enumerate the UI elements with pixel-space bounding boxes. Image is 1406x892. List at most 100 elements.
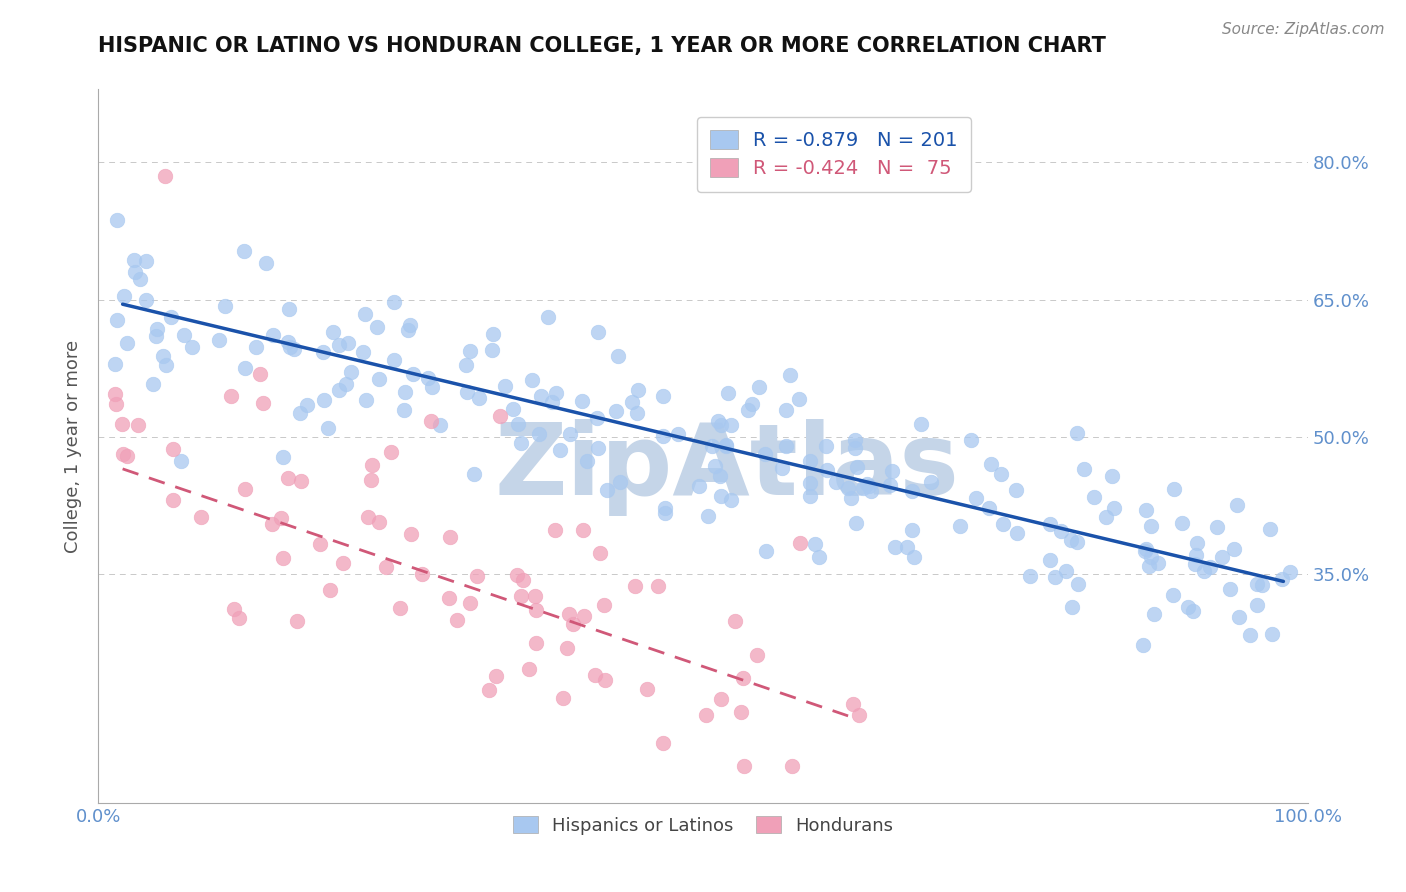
Point (710, 691, 733, 706)
Point (388, 601, 411, 615)
Point (105, 313, 128, 327)
Point (1135, 541, 1157, 556)
Point (709, 468, 731, 483)
Point (439, 591, 461, 606)
Point (558, 607, 581, 622)
Point (328, 338, 350, 352)
Point (595, 673, 617, 687)
Point (837, 481, 859, 495)
Point (814, 439, 837, 453)
Point (804, 536, 827, 550)
Point (710, 489, 733, 503)
Point (458, 596, 481, 610)
Point (340, 365, 363, 379)
Point (273, 550, 295, 565)
Point (458, 344, 481, 359)
Point (879, 478, 901, 492)
Point (596, 483, 619, 497)
Point (589, 546, 612, 560)
Point (394, 385, 416, 400)
Point (142, 376, 165, 391)
Point (1005, 483, 1028, 497)
Point (546, 386, 568, 401)
Point (557, 641, 579, 656)
Point (842, 697, 865, 711)
Point (1226, 499, 1249, 513)
Point (367, 372, 389, 386)
Point (375, 559, 398, 574)
Point (1219, 582, 1241, 596)
Point (588, 325, 610, 339)
Point (623, 578, 645, 592)
Point (384, 352, 406, 367)
Point (959, 433, 981, 447)
Point (416, 370, 439, 384)
Point (605, 403, 627, 417)
Point (607, 349, 630, 363)
Point (1039, 552, 1062, 566)
Point (1073, 461, 1095, 475)
Point (1239, 628, 1261, 642)
Point (233, 360, 256, 375)
Point (558, 427, 581, 442)
Point (1054, 564, 1077, 578)
Point (621, 394, 644, 409)
Point (524, 603, 547, 617)
Point (112, 447, 135, 461)
Point (357, 510, 380, 524)
Point (420, 380, 443, 394)
Point (354, 392, 377, 407)
Point (219, 389, 242, 403)
Point (1066, 535, 1088, 549)
Point (583, 668, 606, 682)
Point (688, 479, 710, 493)
Point (1066, 425, 1088, 440)
Point (337, 336, 360, 351)
Legend: Hispanics or Latinos, Hondurans: Hispanics or Latinos, Hondurans (501, 803, 905, 847)
Point (1223, 542, 1246, 557)
Point (523, 590, 546, 604)
Point (1250, 578, 1272, 592)
Point (965, 491, 987, 506)
Point (1039, 516, 1062, 531)
Point (1050, 524, 1073, 538)
Point (702, 439, 724, 453)
Point (135, 293, 157, 308)
Point (695, 708, 717, 723)
Point (319, 582, 342, 597)
Point (852, 481, 875, 495)
Point (145, 322, 167, 336)
Point (1199, 559, 1222, 574)
Point (1007, 526, 1029, 541)
Point (1095, 510, 1118, 524)
Point (439, 530, 461, 544)
Point (318, 421, 340, 435)
Point (332, 556, 354, 570)
Point (730, 705, 752, 719)
Point (1143, 607, 1166, 621)
Point (380, 444, 402, 458)
Point (980, 457, 1002, 471)
Point (129, 272, 152, 286)
Point (654, 500, 676, 515)
Point (845, 516, 868, 530)
Point (859, 483, 882, 498)
Point (666, 427, 689, 442)
Point (285, 614, 308, 628)
Point (361, 458, 384, 472)
Point (396, 323, 419, 337)
Point (627, 384, 650, 398)
Point (105, 213, 128, 227)
Point (723, 614, 745, 628)
Point (335, 376, 357, 391)
Point (697, 509, 720, 524)
Text: Source: ZipAtlas.com: Source: ZipAtlas.com (1222, 22, 1385, 37)
Point (509, 435, 531, 450)
Point (1192, 564, 1215, 578)
Point (1184, 557, 1206, 571)
Point (775, 403, 797, 417)
Point (429, 417, 451, 432)
Point (755, 543, 778, 558)
Point (278, 301, 301, 316)
Point (1133, 544, 1156, 558)
